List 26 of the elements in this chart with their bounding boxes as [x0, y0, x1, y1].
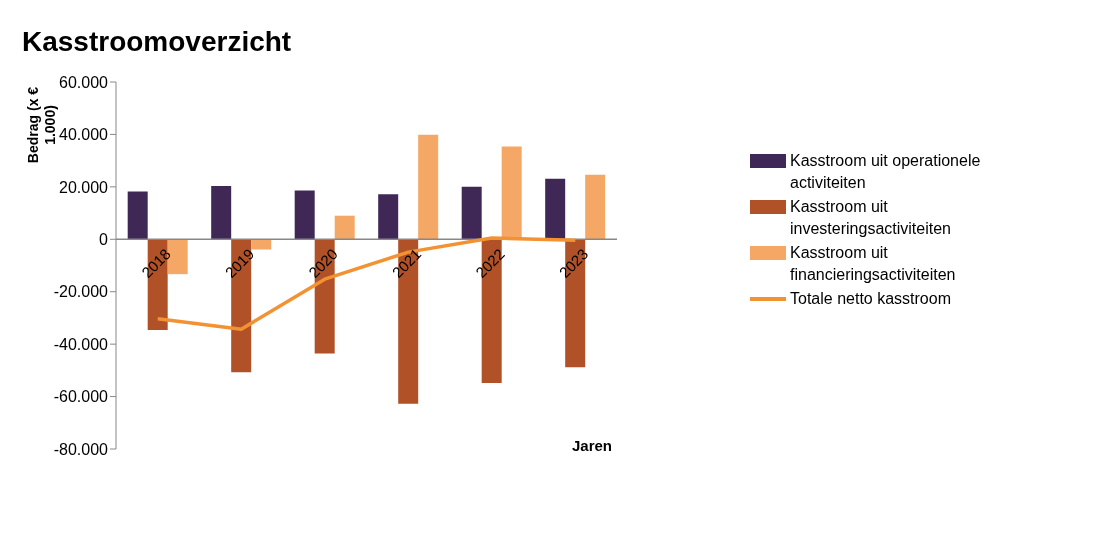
- y-tick-label: 60.000: [59, 73, 109, 91]
- y-tick-label: -40.000: [53, 335, 109, 353]
- bar: [418, 134, 439, 240]
- legend-label: Kasstroom uit investeringsactiviteiten: [790, 197, 952, 239]
- legend-label: Totale netto kasstroom: [790, 289, 951, 309]
- y-tick-label: 20.000: [59, 178, 109, 196]
- y-tick-label: -20.000: [53, 283, 109, 301]
- bar: [334, 215, 355, 240]
- bar: [585, 174, 606, 240]
- x-axis-title: Jaren: [572, 437, 613, 454]
- bar: [294, 190, 315, 240]
- legend-label: Kasstroom uit operationele activiteiten: [790, 151, 982, 193]
- y-tick-label: 0: [99, 230, 109, 248]
- chart-title: Kasstroomoverzicht: [22, 26, 292, 58]
- bar: [461, 186, 482, 240]
- y-axis-title: Bedrag (x € 1.000): [25, 85, 59, 166]
- y-tick-label: 40.000: [59, 126, 109, 144]
- bar: [211, 186, 232, 240]
- y-tick-label: -60.000: [53, 388, 109, 406]
- y-tick-label: -80.000: [53, 440, 109, 458]
- bar: [127, 191, 148, 240]
- bar: [501, 146, 522, 240]
- bar: [378, 194, 399, 240]
- bar: [545, 178, 566, 240]
- bar: [251, 239, 272, 250]
- legend-label: Kasstroom uit financieringsactiviteiten: [790, 243, 957, 285]
